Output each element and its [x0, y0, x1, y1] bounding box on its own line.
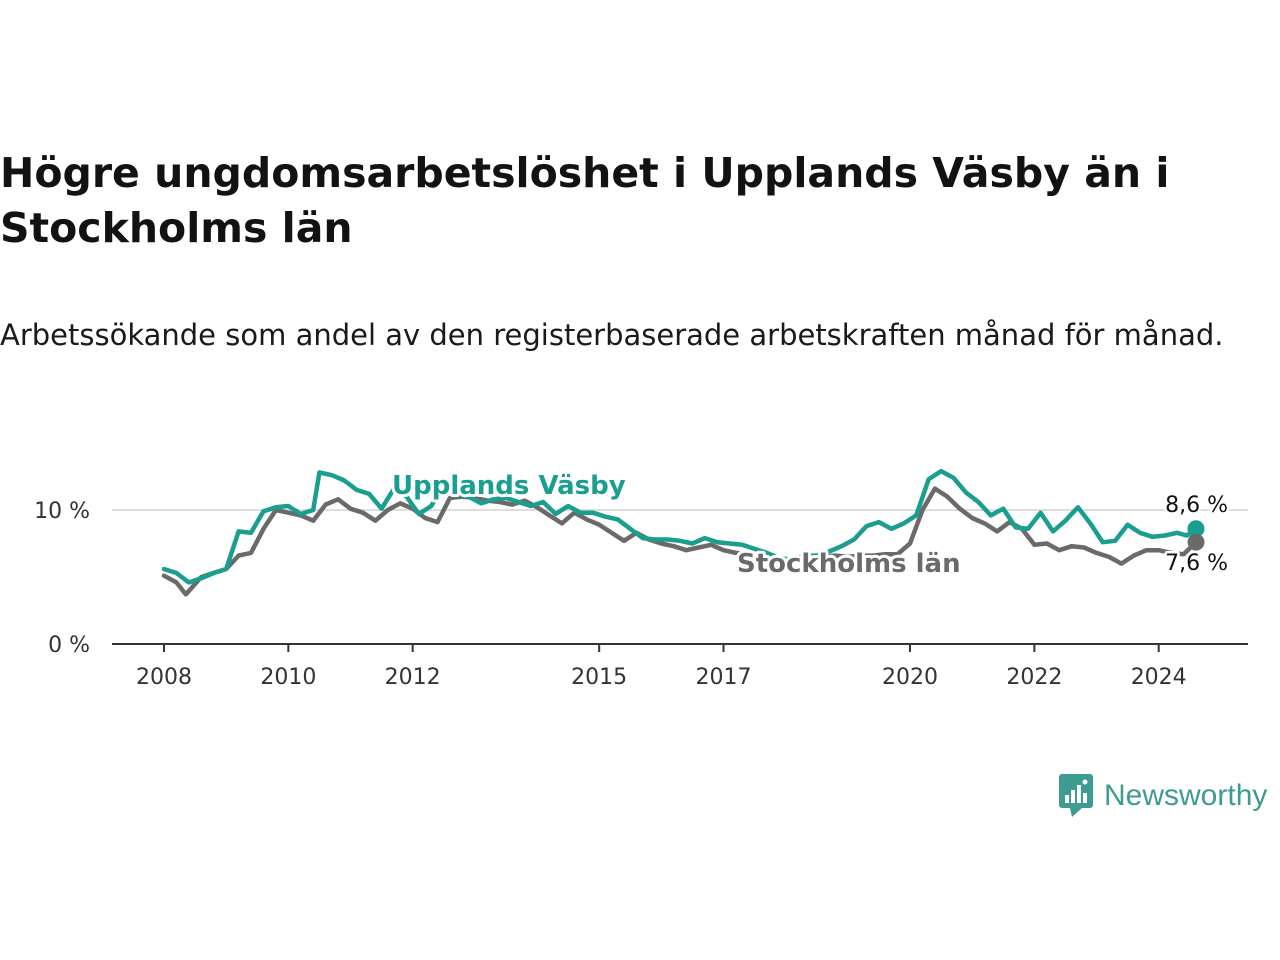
end-value-stockholms-lan: 7,6 % [1165, 551, 1228, 576]
brand-name: Newsworthy [1104, 779, 1268, 812]
y-tick-label: 10 % [34, 499, 90, 524]
end-value-upplands-vasby: 8,6 % [1165, 493, 1228, 518]
line-chart: 0 % 10 % 2008 2010 2012 2015 2017 2020 2022 2024… [34, 468, 1248, 690]
series-label-stockholms-lan: Stockholms län [737, 549, 961, 579]
x-tick-label: 2008 [136, 665, 192, 690]
chart-subtitle: Arbetssökande som andel av den registerb… [0, 318, 1224, 352]
series-line-upplands-vasby [161, 468, 1199, 585]
end-point-upplands-vasby [1187, 520, 1205, 538]
x-tick-label: 2010 [260, 665, 316, 690]
end-point-stockholms-lan [1187, 533, 1205, 551]
x-axis-ticks: 2008 2010 2012 2015 2017 2020 2022 2024 [136, 644, 1187, 690]
x-tick-label: 2017 [696, 665, 752, 690]
x-tick-label: 2015 [571, 665, 627, 690]
series-lines [161, 468, 1205, 597]
x-tick-label: 2020 [882, 665, 938, 690]
series-line-stockholms-lan [161, 486, 1199, 597]
newsworthy-logo[interactable]: Newsworthy [1058, 772, 1267, 820]
x-tick-label: 2012 [385, 665, 441, 690]
x-tick-label: 2024 [1131, 665, 1187, 690]
series-labels: Upplands Väsby Stockholms län 8,6 % 7,6 % [389, 468, 1231, 582]
series-label-upplands-vasby: Upplands Väsby [392, 471, 626, 501]
newsworthy-bar-chart-icon [1059, 774, 1093, 817]
x-tick-label: 2022 [1006, 665, 1062, 690]
y-tick-label: 0 % [48, 633, 90, 658]
y-axis-ticks: 0 % 10 % [34, 499, 90, 658]
chart-title: Högre ungdomsarbetslöshet i Upplands Väs… [0, 149, 1170, 252]
